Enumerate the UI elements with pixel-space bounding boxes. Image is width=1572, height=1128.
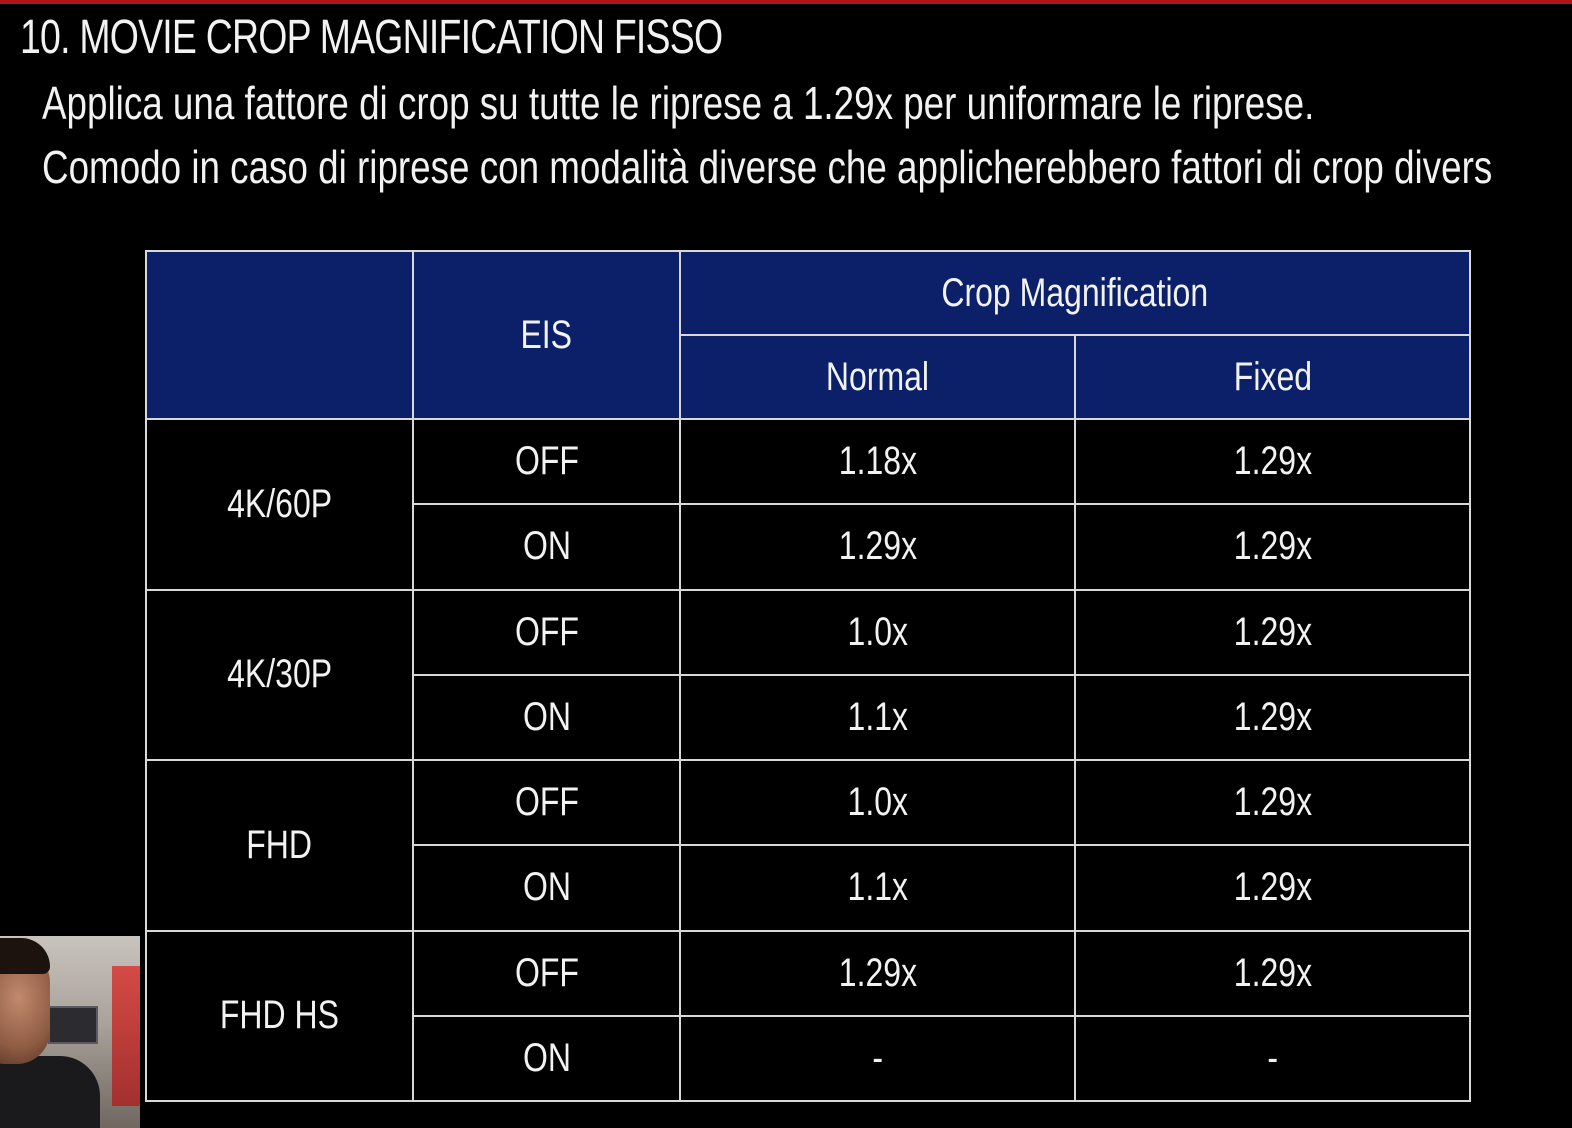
table-row: ON 1.1x 1.29x	[146, 844, 1471, 932]
table-row: FHD OFF 1.0x 1.29x	[145, 758, 1471, 932]
fixed-cell: 1.29x	[1074, 417, 1471, 506]
webcam-background-wall	[112, 966, 140, 1106]
normal-cell: 1.29x	[679, 929, 1076, 1017]
normal-cell: -	[679, 1014, 1076, 1103]
description-line-2: Comodo in caso di riprese con modalità d…	[42, 141, 1493, 193]
webcam-presenter-hair	[0, 938, 50, 974]
mode-cell: FHD	[145, 759, 414, 932]
header-normal: Normal	[679, 334, 1076, 420]
normal-cell: 1.1x	[679, 844, 1076, 932]
table-row: FHD HS OFF 1.29x 1.29x	[145, 929, 1471, 1102]
header-eis: EIS	[412, 250, 681, 420]
normal-cell: 1.29x	[679, 503, 1076, 591]
normal-cell: 1.1x	[679, 673, 1076, 762]
normal-cell: 1.0x	[679, 588, 1076, 676]
table-row: 4K/30P OFF 1.0x 1.29x	[145, 588, 1471, 761]
webcam-presenter-body	[0, 1056, 100, 1128]
eis-cell: OFF	[412, 929, 681, 1017]
table-row: ON 1.29x 1.29x	[146, 503, 1471, 591]
header-crop-magnification: Crop Magnification	[679, 250, 1471, 336]
webcam-background-frame	[48, 1006, 98, 1044]
fixed-cell: -	[1074, 1014, 1471, 1103]
table-row: 4K/60P OFF 1.18x 1.29x	[145, 417, 1471, 591]
eis-cell: ON	[412, 1014, 681, 1103]
header-blank-cell	[145, 250, 414, 420]
slide-title: 10. MOVIE CROP MAGNIFICATION FISSO	[20, 11, 723, 64]
fixed-cell: 1.29x	[1074, 673, 1471, 762]
eis-cell: ON	[412, 673, 681, 762]
crop-magnification-table: EIS Crop Magnification Normal Fixed 4K/6…	[145, 250, 1471, 1103]
eis-cell: ON	[412, 503, 681, 591]
header-fixed: Fixed	[1074, 334, 1471, 420]
table-row: ON 1.1x 1.29x	[146, 673, 1471, 762]
fixed-cell: 1.29x	[1074, 929, 1471, 1017]
fixed-cell: 1.29x	[1074, 503, 1471, 591]
fixed-cell: 1.29x	[1074, 758, 1471, 847]
webcam-overlay	[0, 936, 140, 1128]
eis-cell: OFF	[412, 588, 681, 676]
top-accent-bar	[0, 0, 1572, 4]
mode-cell: FHD HS	[145, 929, 414, 1102]
mode-cell: 4K/60P	[145, 418, 414, 591]
description-line-1: Applica una fattore di crop su tutte le …	[42, 77, 1315, 129]
eis-cell: ON	[412, 844, 681, 932]
fixed-cell: 1.29x	[1074, 588, 1471, 676]
mode-cell: 4K/30P	[145, 588, 414, 761]
table-row: ON - -	[146, 1014, 1471, 1103]
eis-cell: OFF	[412, 417, 681, 506]
eis-cell: OFF	[412, 758, 681, 847]
normal-cell: 1.18x	[679, 417, 1076, 506]
normal-cell: 1.0x	[679, 758, 1076, 847]
fixed-cell: 1.29x	[1074, 844, 1471, 932]
